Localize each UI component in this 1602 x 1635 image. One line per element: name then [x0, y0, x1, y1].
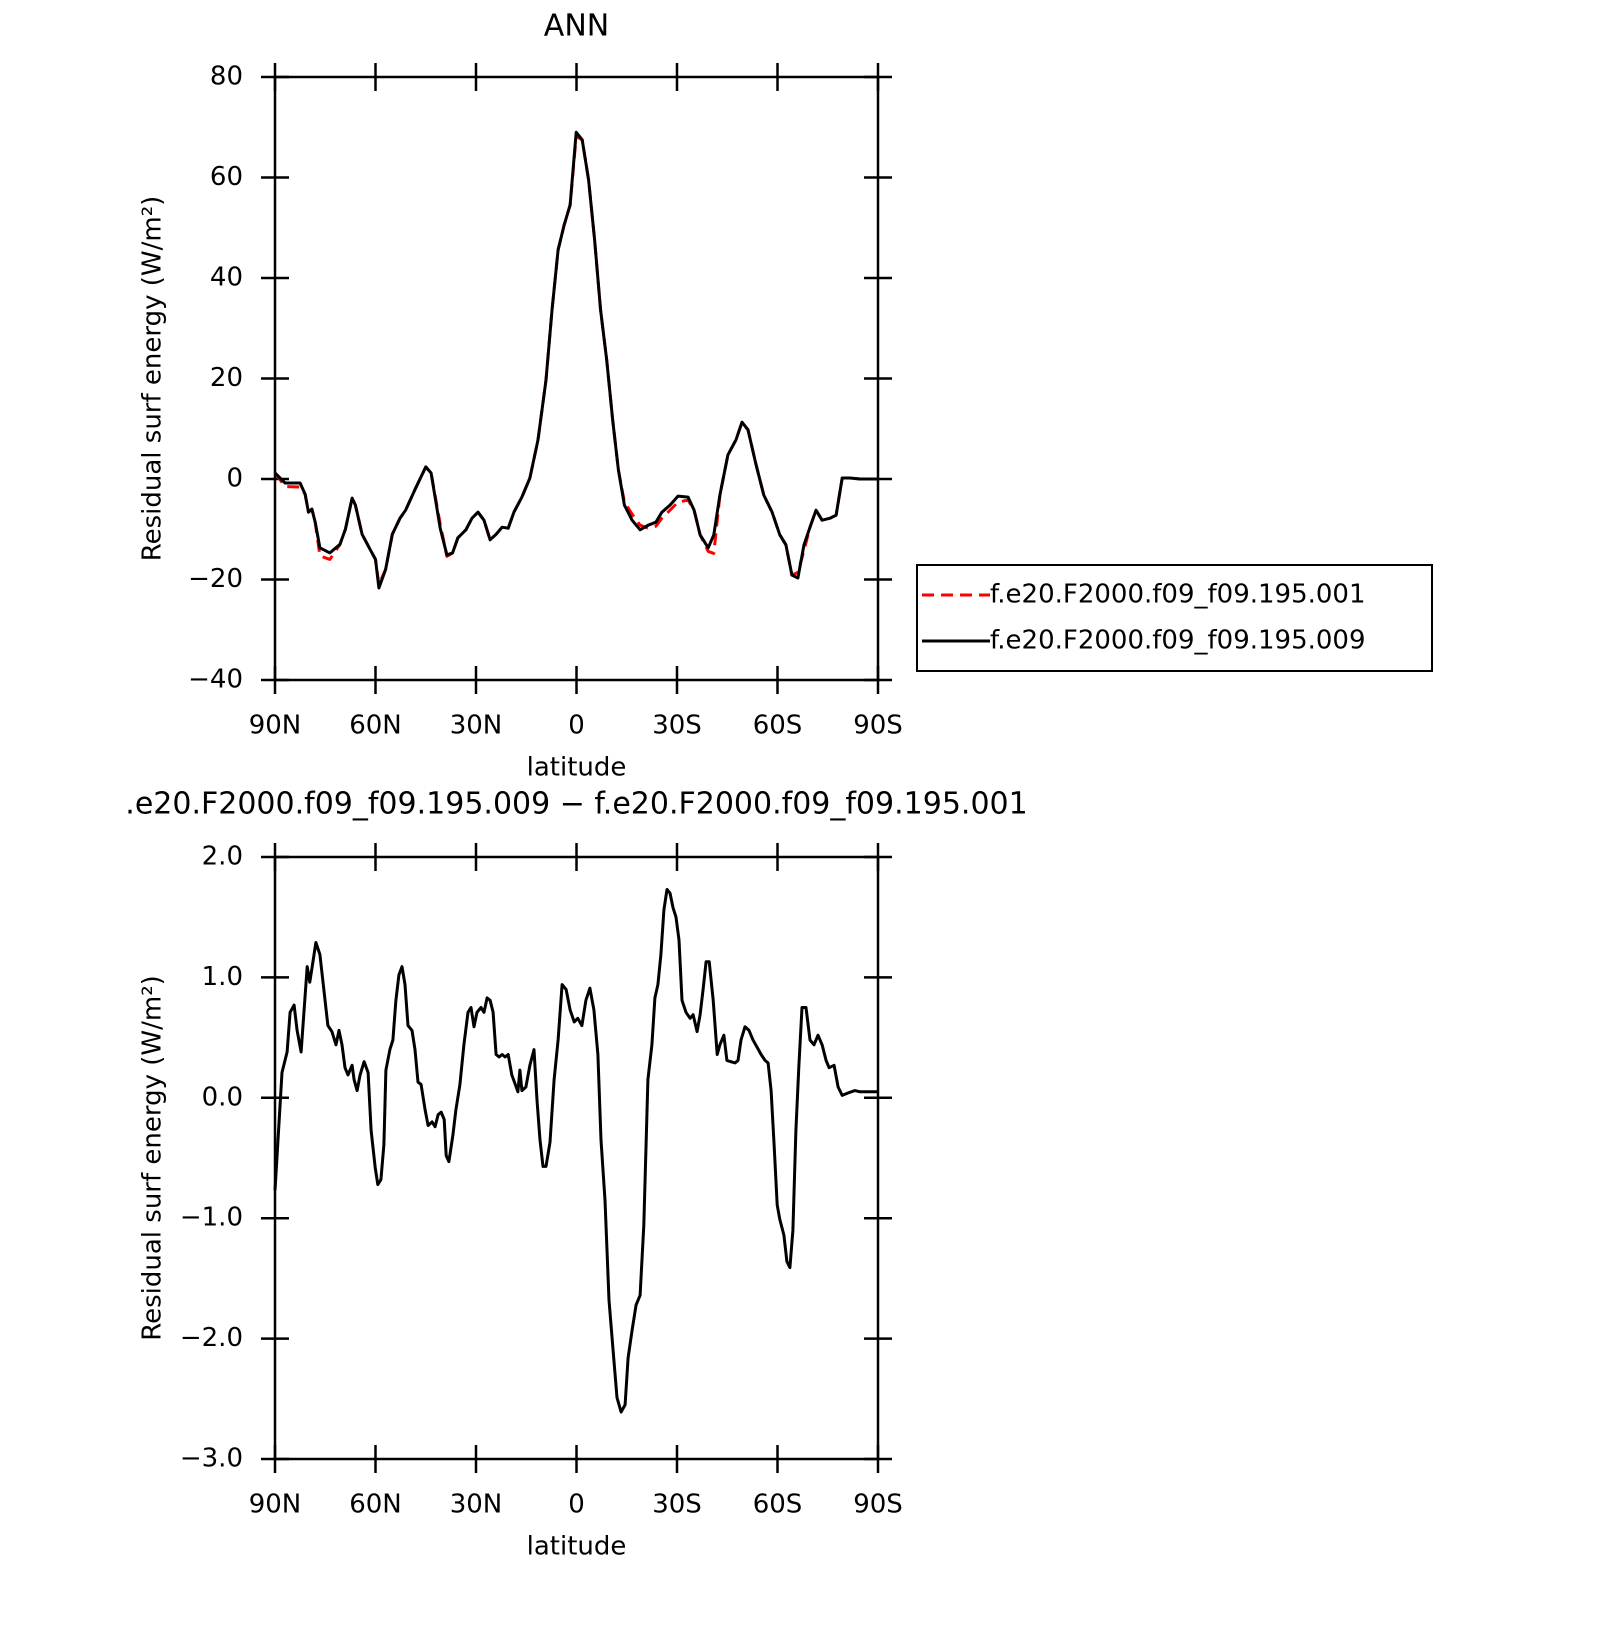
y-tick-label: −20	[188, 564, 243, 594]
y-tick-label: 0	[226, 464, 243, 494]
x-axis-label: latitude	[527, 753, 627, 783]
x-tick-label: 0	[568, 1490, 585, 1520]
legend-label: f.e20.F2000.f09_f09.195.009	[990, 626, 1366, 656]
y-tick-label: −2.0	[180, 1323, 243, 1353]
x-tick-label: 30S	[652, 1490, 702, 1520]
y-tick-label: 1.0	[202, 962, 243, 992]
y-tick-label: 20	[210, 363, 243, 393]
x-axis-label: latitude	[527, 1532, 627, 1562]
y-tick-label: 2.0	[202, 842, 243, 872]
x-tick-label: 30N	[450, 711, 503, 741]
y-tick-label: −40	[188, 665, 243, 695]
chart-title: ANN	[544, 9, 609, 44]
y-tick-label: 40	[210, 263, 243, 293]
x-tick-label: 60S	[753, 1490, 803, 1520]
x-tick-label: 90S	[853, 711, 903, 741]
y-tick-label: 0.0	[202, 1082, 243, 1112]
data-line	[273, 130, 878, 590]
data-line	[273, 134, 878, 586]
legend-label: f.e20.F2000.f09_f09.195.001	[990, 580, 1366, 610]
x-tick-label: 60N	[349, 1490, 402, 1520]
y-tick-label: 80	[210, 62, 243, 92]
x-tick-label: 60N	[349, 711, 402, 741]
x-tick-label: 90N	[249, 711, 302, 741]
y-tick-label: 60	[210, 162, 243, 192]
y-axis-label: Residual surf energy (W/m²)	[138, 975, 168, 1341]
legend-box	[916, 564, 1433, 672]
x-tick-label: 30S	[652, 711, 702, 741]
x-tick-label: 90S	[853, 1490, 903, 1520]
chart-title: .e20.F2000.f09_f09.195.009 − f.e20.F2000…	[125, 787, 1027, 822]
data-line	[273, 888, 878, 1414]
x-tick-label: 90N	[249, 1490, 302, 1520]
x-tick-label: 30N	[450, 1490, 503, 1520]
plot-frame	[273, 855, 880, 1461]
x-tick-label: 0	[568, 711, 585, 741]
y-tick-label: −3.0	[180, 1444, 243, 1474]
plot-frame	[273, 75, 880, 682]
y-axis-label: Residual surf energy (W/m²)	[138, 196, 168, 562]
y-tick-label: −1.0	[180, 1203, 243, 1233]
x-tick-label: 60S	[753, 711, 803, 741]
